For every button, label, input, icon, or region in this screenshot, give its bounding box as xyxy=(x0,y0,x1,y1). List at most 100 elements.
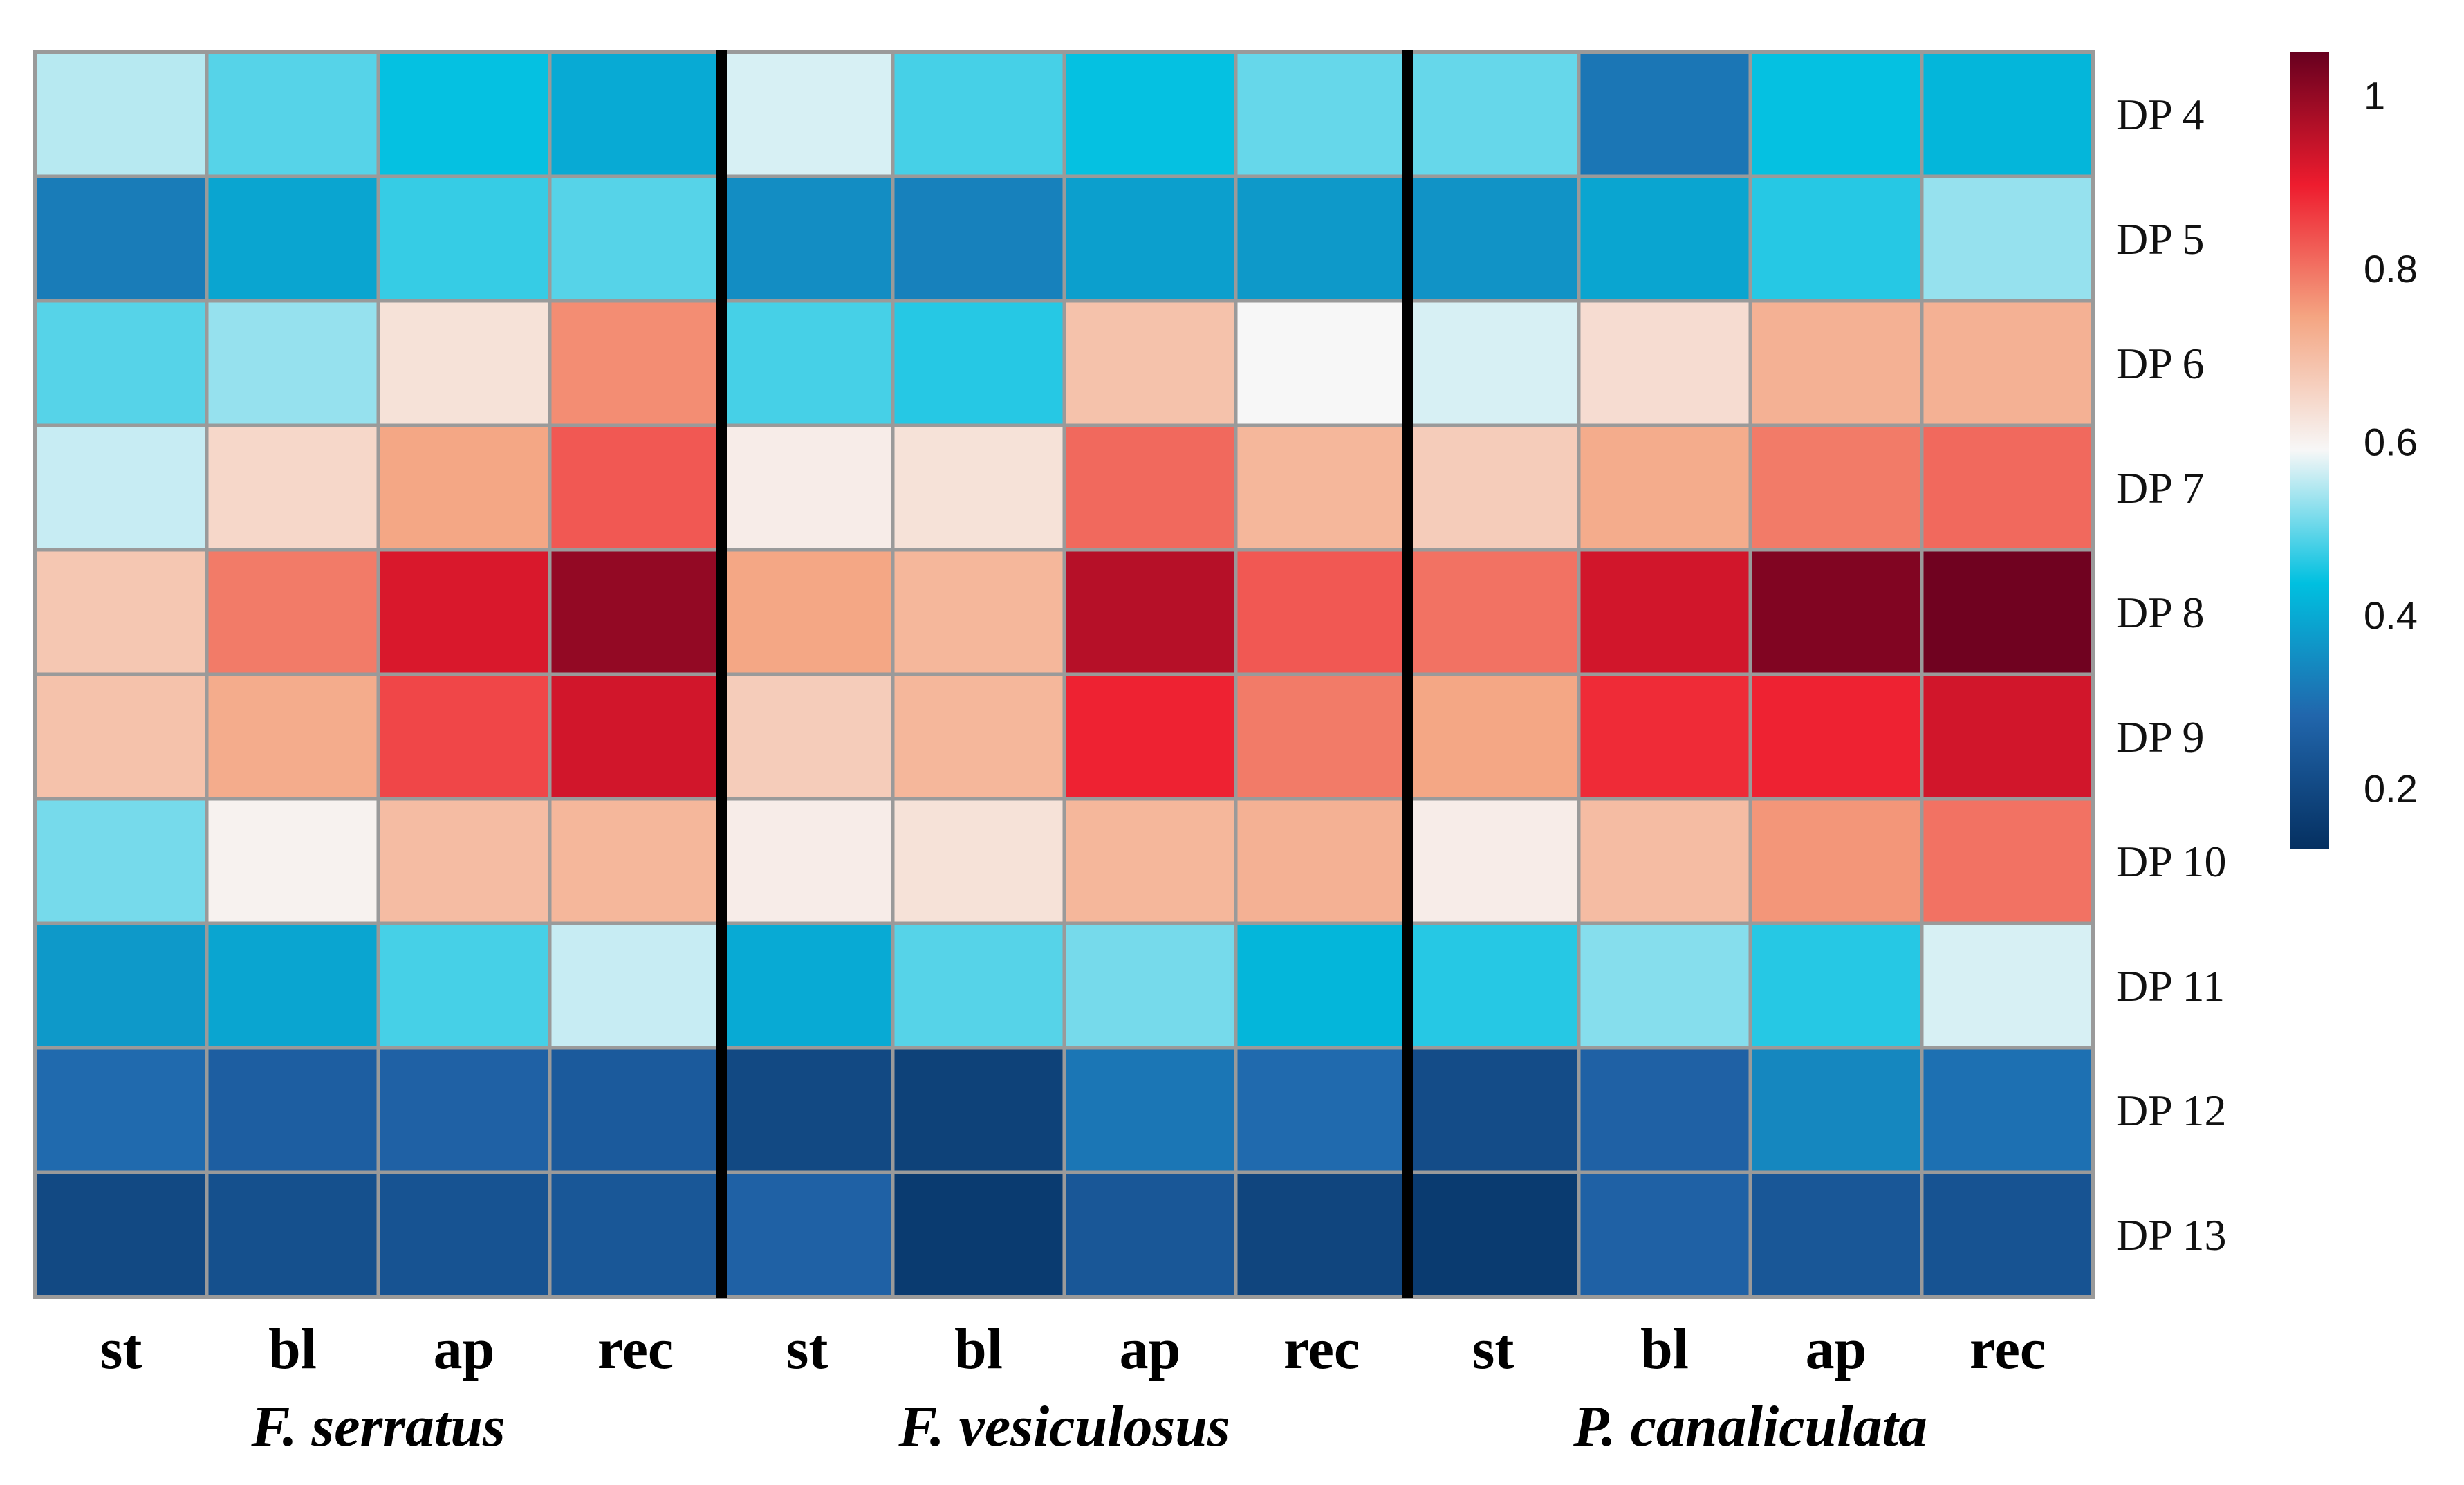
heatmap-cells xyxy=(33,50,2095,1299)
row-label: DP 4 xyxy=(2116,90,2204,139)
heatmap-cell xyxy=(1748,1170,1924,1299)
heatmap-cell xyxy=(33,50,209,178)
heatmap-cell xyxy=(33,548,209,676)
heatmap-cell xyxy=(376,423,552,552)
heatmap-cell xyxy=(1577,548,1752,676)
heatmap-cell xyxy=(548,1170,723,1299)
heatmap-cell xyxy=(1234,50,1409,178)
heatmap-cell xyxy=(1748,672,1924,801)
heatmap-cell xyxy=(719,548,895,676)
colorbar-tick-label: 0.2 xyxy=(2364,766,2418,810)
heatmap-cell xyxy=(719,423,895,552)
heatmap-cell xyxy=(1577,174,1752,303)
heatmap-cell xyxy=(1405,921,1581,1050)
heatmap-cell xyxy=(719,921,895,1050)
heatmap-cell xyxy=(1062,50,1238,178)
row-label: DP 10 xyxy=(2116,837,2226,886)
heatmap-cell xyxy=(33,672,209,801)
heatmap-cell xyxy=(548,548,723,676)
heatmap-cell xyxy=(1920,299,2095,427)
heatmap-cell xyxy=(205,174,380,303)
heatmap-cell xyxy=(548,672,723,801)
heatmap-cell xyxy=(1234,299,1409,427)
heatmap-cell xyxy=(548,1046,723,1174)
heatmap-cell xyxy=(1748,921,1924,1050)
column-label: ap xyxy=(1120,1317,1181,1381)
heatmap-cell xyxy=(1577,1046,1752,1174)
row-label: DP 12 xyxy=(2116,1086,2226,1135)
heatmap-cell xyxy=(548,299,723,427)
heatmap-cell xyxy=(719,299,895,427)
heatmap-cell xyxy=(1234,921,1409,1050)
heatmap-cell xyxy=(1234,548,1409,676)
row-label: DP 7 xyxy=(2116,463,2204,513)
heatmap-cell xyxy=(891,1170,1066,1299)
colorbar-tick-label: 0.8 xyxy=(2364,247,2418,290)
heatmap-cell xyxy=(1920,921,2095,1050)
column-label: ap xyxy=(1806,1317,1867,1381)
column-label: st xyxy=(1472,1317,1514,1381)
heatmap-cell xyxy=(1062,672,1238,801)
heatmap-cell xyxy=(1577,423,1752,552)
heatmap-cell xyxy=(719,1046,895,1174)
column-label: bl xyxy=(954,1317,1003,1381)
heatmap-cell xyxy=(376,299,552,427)
heatmap-cell xyxy=(1062,174,1238,303)
heatmap-cell xyxy=(1748,1046,1924,1174)
heatmap-cell xyxy=(548,921,723,1050)
heatmap-cell xyxy=(1577,797,1752,925)
heatmap-cell xyxy=(1748,423,1924,552)
heatmap-cell xyxy=(1920,174,2095,303)
heatmap-cell xyxy=(719,1170,895,1299)
heatmap-cell xyxy=(891,797,1066,925)
column-label: ap xyxy=(434,1317,495,1381)
heatmap-cell xyxy=(1062,1046,1238,1174)
column-label: bl xyxy=(1640,1317,1689,1381)
heatmap-cell xyxy=(205,1046,380,1174)
column-labels: st bl ap rec st bl ap rec st bl ap rec xyxy=(100,1317,2046,1381)
heatmap-cell xyxy=(1405,797,1581,925)
heatmap-cell xyxy=(205,423,380,552)
heatmap-cell xyxy=(205,797,380,925)
row-label: DP 8 xyxy=(2116,588,2204,637)
heatmap-cell xyxy=(376,1046,552,1174)
heatmap-cell xyxy=(891,174,1066,303)
heatmap-cell xyxy=(1748,174,1924,303)
heatmap-cell xyxy=(376,921,552,1050)
heatmap-cell xyxy=(205,548,380,676)
heatmap-cell xyxy=(1405,672,1581,801)
heatmap-cell xyxy=(1920,1170,2095,1299)
column-label: rec xyxy=(598,1317,674,1381)
heatmap-cell xyxy=(33,797,209,925)
heatmap-cell xyxy=(1405,50,1581,178)
heatmap-cell xyxy=(1234,672,1409,801)
heatmap-cell xyxy=(1234,423,1409,552)
heatmap-cell xyxy=(1920,797,2095,925)
heatmap-cell xyxy=(891,299,1066,427)
heatmap-cell xyxy=(719,50,895,178)
heatmap-cell xyxy=(719,672,895,801)
heatmap-cell xyxy=(376,174,552,303)
heatmap-cell xyxy=(205,1170,380,1299)
heatmap-cell xyxy=(33,1170,209,1299)
colorbar-tick-label: 1 xyxy=(2364,74,2385,118)
heatmap-cell xyxy=(205,921,380,1050)
row-label: DP 11 xyxy=(2116,961,2225,1011)
group-label: P. canaliculata xyxy=(1573,1394,1927,1459)
heatmap-cell xyxy=(1234,1046,1409,1174)
heatmap-cell xyxy=(376,797,552,925)
colorbar-tick-label: 0.4 xyxy=(2364,593,2418,637)
heatmap-cell xyxy=(1920,1046,2095,1174)
heatmap-cell xyxy=(1405,548,1581,676)
heatmap-cell xyxy=(1920,423,2095,552)
colorbar-tick-label: 0.6 xyxy=(2364,420,2418,463)
heatmap-cell xyxy=(1062,423,1238,552)
heatmap-cell xyxy=(1920,548,2095,676)
heatmap-cell xyxy=(1577,672,1752,801)
column-label: st xyxy=(100,1317,142,1381)
group-labels: F. serratus F. vesiculosus P. canaliculata xyxy=(250,1394,1927,1459)
colorbar-ticks: 0.2 0.4 0.6 0.8 1 xyxy=(2364,74,2418,811)
heatmap-cell xyxy=(1062,797,1238,925)
heatmap-cell xyxy=(33,423,209,552)
